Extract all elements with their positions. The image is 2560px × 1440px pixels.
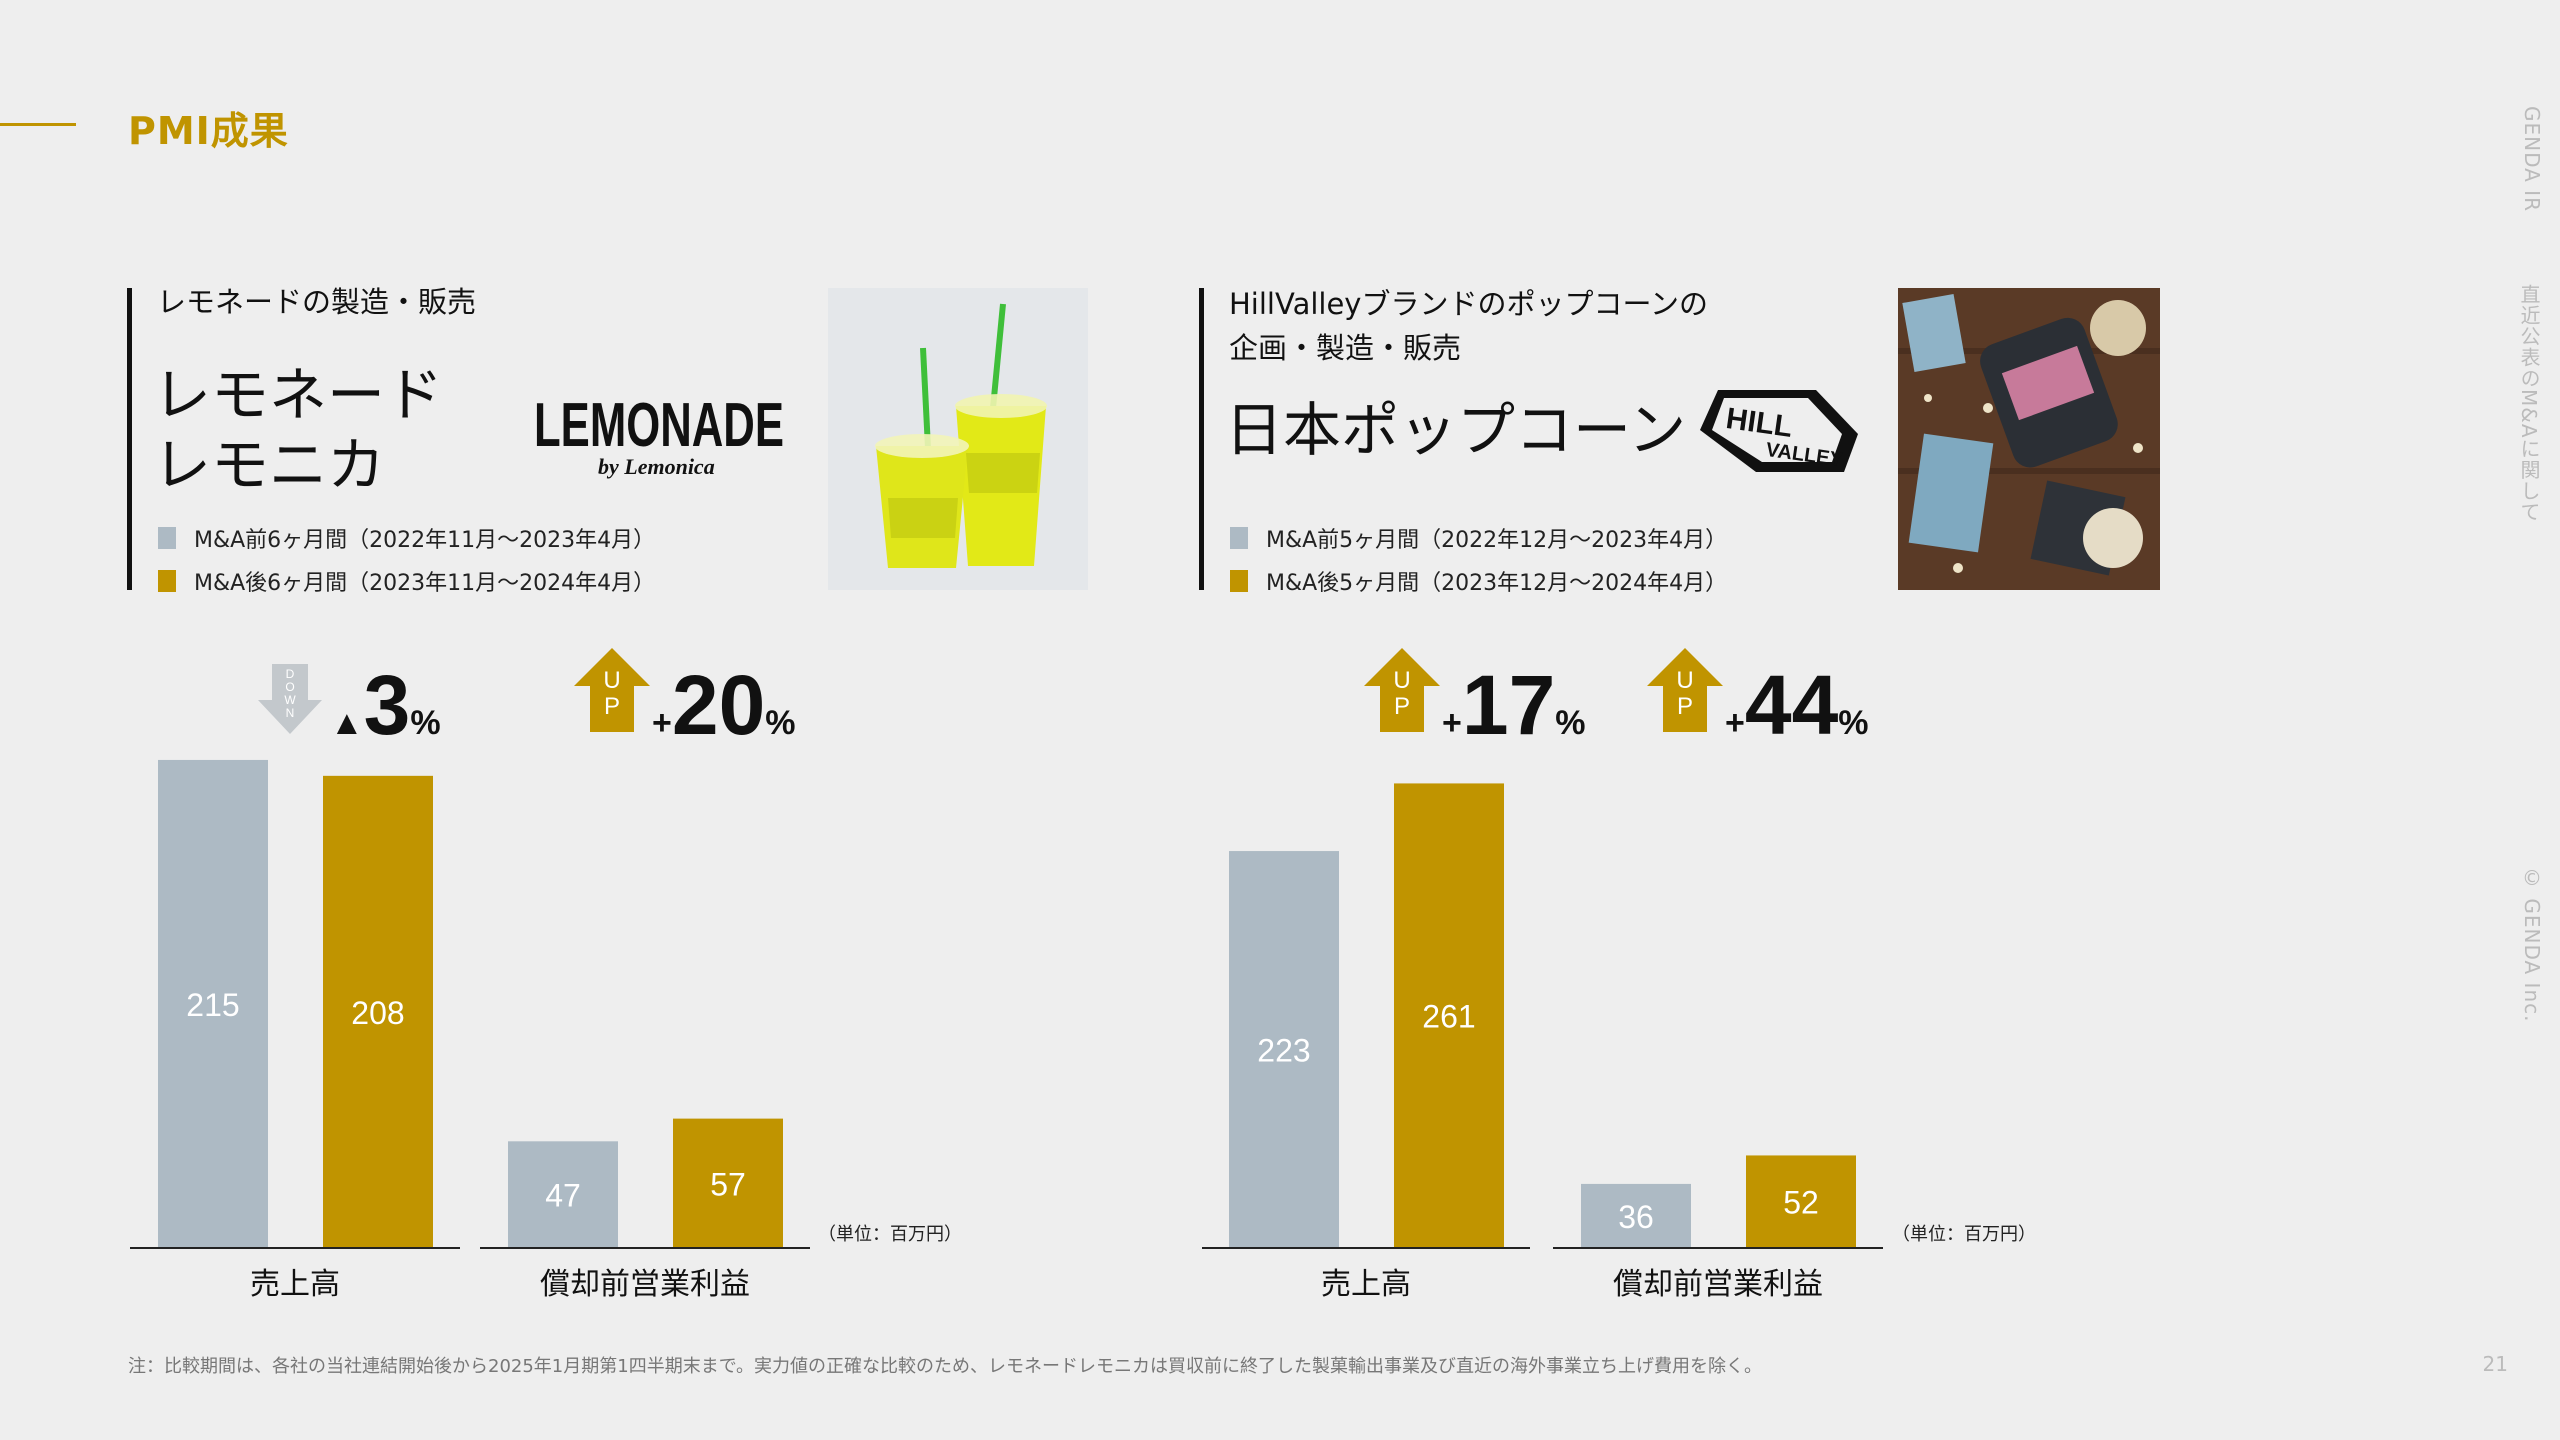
bar-value-after: 57	[710, 1166, 746, 1202]
arrow-letter: D	[286, 667, 295, 681]
arrow-letter: P	[1394, 693, 1410, 720]
bar-value-before: 36	[1618, 1199, 1654, 1235]
footnote: 注：比較期間は、各社の当社連結開始後から2025年1月期第1四半期末まで。実力値…	[128, 1356, 1762, 1377]
arrow-letter: N	[286, 706, 295, 720]
down-arrow-icon	[258, 664, 322, 734]
lemonade-subtitle: レモネードの製造・販売	[157, 285, 477, 319]
bar-value-after: 208	[351, 995, 404, 1031]
category-label: 売上高	[250, 1267, 340, 1302]
arrow-letter: P	[604, 693, 620, 720]
bar-before	[158, 759, 268, 1248]
subtitle-line: HillValleyブランドのポップコーンの	[1229, 287, 1709, 321]
up-arrow-icon	[1364, 648, 1440, 732]
category-label: 償却前営業利益	[1613, 1267, 1823, 1302]
bar-value-before: 47	[545, 1178, 581, 1214]
lemonade-logo: LEMONADE by Lemonica	[534, 391, 784, 479]
side-label-genda-ir: GENDA IR	[2520, 106, 2544, 212]
legend-label-before: M&A前5ヶ月間（2022年12月〜2023年4月）	[1266, 528, 1728, 553]
side-label-recent-ma: 直近公表のM&Aに関して	[2517, 284, 2541, 523]
subtitle-line: 企画・製造・販売	[1229, 331, 1462, 365]
legend-swatch-after	[158, 570, 176, 592]
bar-before	[1581, 1183, 1691, 1248]
bar-before	[1229, 851, 1339, 1248]
brand-line: レモニカ	[153, 431, 386, 499]
arrow-letter: U	[1676, 667, 1693, 694]
legend-label-after: M&A後6ヶ月間（2023年11月〜2024年4月）	[194, 571, 656, 596]
bar-value-before: 223	[1257, 1033, 1310, 1069]
legend-item-before: M&A前5ヶ月間（2022年12月〜2023年4月）	[1230, 522, 1727, 554]
lemonade-logo-text: LEMONADE	[534, 391, 784, 460]
legend-item-after: M&A後6ヶ月間（2023年11月〜2024年4月）	[158, 565, 655, 597]
category-label: 売上高	[1321, 1267, 1411, 1302]
bar-value-after: 261	[1422, 999, 1475, 1035]
bar-before	[508, 1141, 618, 1248]
bar-after	[673, 1118, 783, 1248]
unit-label: （単位：百万円）	[1892, 1224, 2036, 1245]
legend-label-before: M&A前6ヶ月間（2022年11月〜2023年4月）	[194, 528, 656, 553]
change-percent: +20%	[652, 658, 796, 752]
arrow-letter: O	[285, 680, 294, 694]
hillvalley-logo: HILL VALLEY	[1700, 390, 1858, 472]
title-accent-line	[0, 123, 76, 126]
arrow-letter: P	[1677, 693, 1693, 720]
bar-after	[1746, 1155, 1856, 1248]
side-label-copyright: © GENDA Inc.	[2520, 866, 2544, 1023]
change-percent: ▲3%	[330, 658, 441, 752]
bar-after	[323, 775, 433, 1248]
legend-item-after: M&A後5ヶ月間（2023年12月〜2024年4月）	[1230, 565, 1727, 597]
legend-label-after: M&A後5ヶ月間（2023年12月〜2024年4月）	[1266, 571, 1728, 596]
up-arrow-icon	[1647, 648, 1723, 732]
legend-swatch-after	[1230, 570, 1248, 592]
change-percent: +44%	[1725, 658, 1869, 752]
lemonade-product-photo	[828, 288, 1088, 590]
change-percent: +17%	[1442, 658, 1586, 752]
lemonade-logo-sub: by Lemonica	[598, 454, 715, 479]
unit-label: （単位：百万円）	[818, 1224, 962, 1245]
panel-rule-popcorn	[1199, 288, 1204, 590]
legend-item-before: M&A前6ヶ月間（2022年11月〜2023年4月）	[158, 522, 655, 554]
bar-after	[1394, 783, 1504, 1248]
popcorn-subtitle: HillValleyブランドのポップコーンの 企画・製造・販売	[1229, 282, 1708, 370]
up-arrow-icon	[574, 648, 650, 732]
category-label: 償却前営業利益	[540, 1267, 750, 1302]
legend-swatch-before	[1230, 527, 1248, 549]
legend-swatch-before	[158, 527, 176, 549]
arrow-letter: U	[603, 667, 620, 694]
bar-value-after: 52	[1783, 1185, 1819, 1221]
popcorn-brand-name: 日本ポップコーン	[1225, 396, 1687, 464]
bar-value-before: 215	[186, 987, 239, 1023]
arrow-letter: U	[1393, 667, 1410, 694]
panel-rule-lemonade	[127, 288, 132, 590]
brand-line: レモネード	[153, 361, 444, 429]
arrow-letter: W	[284, 693, 296, 707]
popcorn-product-photo	[1898, 288, 2160, 590]
page-number: 21	[2482, 1352, 2508, 1376]
lemonade-brand-name: レモネード レモニカ	[153, 360, 443, 500]
page-title: PMI成果	[128, 109, 289, 153]
